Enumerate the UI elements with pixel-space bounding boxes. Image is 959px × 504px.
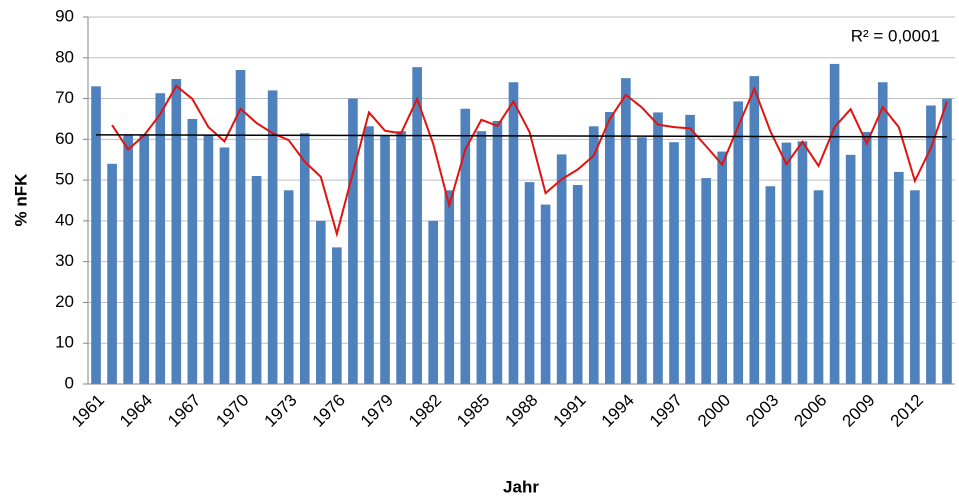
bar (107, 163, 117, 384)
x-tick-label: 1988 (501, 391, 541, 431)
bar (910, 190, 920, 384)
x-tick-label: 1979 (357, 391, 397, 431)
y-tick-label: 50 (55, 170, 74, 189)
bar (669, 142, 679, 384)
bar (476, 131, 487, 384)
bar (139, 135, 150, 384)
y-tick-label: 20 (55, 292, 74, 311)
bar (829, 63, 840, 385)
x-tick-label: 1970 (212, 391, 252, 431)
bar (315, 220, 326, 384)
x-tick-label: 2012 (887, 391, 927, 431)
bar (235, 70, 246, 384)
x-tick-label: 2003 (742, 391, 782, 431)
bar (637, 137, 647, 384)
bar (508, 82, 519, 384)
y-tick-label: 90 (55, 6, 74, 25)
bar (845, 154, 856, 384)
x-tick-label: 1997 (646, 391, 686, 431)
x-tick-label: 1973 (261, 391, 301, 431)
x-tick-label: 1994 (598, 391, 638, 431)
bar (588, 126, 599, 384)
bar (187, 118, 198, 384)
bar (203, 135, 214, 384)
bar (701, 178, 711, 384)
bar (412, 67, 422, 384)
y-tick-label: 40 (55, 210, 74, 229)
bar (332, 247, 342, 384)
bar (717, 151, 728, 384)
bar (797, 141, 808, 384)
bar (604, 112, 615, 385)
bar (540, 204, 551, 384)
bar (942, 98, 952, 385)
trend-line (96, 134, 947, 138)
x-tick-label: 1964 (116, 391, 156, 431)
x-tick-label: 1982 (405, 391, 445, 431)
y-tick-label: 10 (55, 333, 74, 352)
annotation: R² = 0,0001 (851, 26, 940, 45)
bar (556, 154, 567, 384)
bar (428, 220, 439, 384)
y-tick-label: 60 (55, 129, 74, 148)
x-tick-label: 2006 (790, 391, 830, 431)
bar (685, 114, 695, 384)
bar (283, 190, 294, 384)
bar (621, 78, 631, 385)
bar (123, 135, 133, 384)
x-tick-label: 1985 (453, 391, 493, 431)
y-tick-label: 70 (55, 88, 74, 107)
bar (653, 112, 663, 385)
bar (251, 176, 262, 384)
bar (893, 171, 904, 384)
bar (364, 126, 374, 384)
bar (861, 131, 872, 384)
x-tick-label: 1961 (68, 391, 108, 431)
x-axis-label: Jahr (503, 477, 539, 496)
bar (171, 78, 182, 384)
bar (492, 120, 503, 384)
x-tick-label: 1967 (164, 391, 204, 431)
bar (155, 93, 166, 384)
bar (219, 147, 230, 384)
y-tick-label: 30 (55, 251, 74, 270)
x-tick-label: 1991 (550, 391, 590, 431)
y-tick-label: 80 (55, 47, 74, 66)
bar (813, 190, 824, 384)
bar (572, 185, 583, 384)
bar (524, 182, 535, 384)
bar (781, 142, 792, 384)
bar (396, 131, 406, 384)
bar (733, 101, 744, 384)
bar (444, 190, 455, 384)
y-tick-label: 0 (65, 373, 74, 392)
x-tick-label: 2000 (694, 391, 734, 431)
x-tick-label: 2009 (839, 391, 879, 431)
bar (380, 135, 390, 384)
annotation-box (808, 22, 948, 52)
bar (926, 105, 936, 384)
bar (749, 76, 760, 384)
bar (299, 133, 310, 384)
bar (765, 186, 776, 384)
bar (348, 98, 358, 385)
bar (877, 82, 888, 384)
y-axis-label: % nFK (11, 173, 30, 227)
bar (460, 108, 471, 384)
moving-average-line (111, 84, 948, 238)
bar (91, 86, 101, 385)
bar (267, 90, 278, 385)
x-tick-label: 1976 (309, 391, 349, 431)
